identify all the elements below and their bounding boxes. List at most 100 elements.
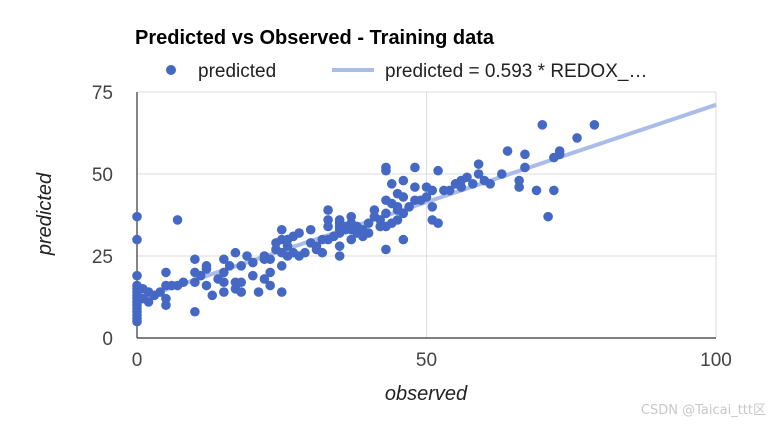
data-point [190,277,200,288]
data-point [132,270,142,281]
data-point [305,224,316,235]
tick-labels: 0 25 50 75 0 50 100 [92,83,732,371]
data-point [132,211,142,222]
legend-label-trendline: predicted = 0.593 * REDOX_… [385,61,647,82]
data-point [381,208,391,219]
data-point [369,205,380,215]
data-point [265,280,275,291]
data-point [300,247,310,258]
data-point [398,208,409,219]
y-tick-label: 75 [92,83,113,104]
data-point [363,218,374,228]
data-point [253,287,264,297]
data-point [190,306,200,317]
data-point [207,290,218,301]
data-point [456,182,467,192]
data-point [323,205,333,215]
data-point [346,234,357,245]
data-point [265,267,275,278]
chart-title: Predicted vs Observed - Training data [135,27,495,49]
data-point [502,146,513,156]
data-point [520,162,530,173]
data-point [410,162,420,173]
data-point [132,234,142,245]
data-point [404,202,414,212]
data-point [554,146,565,156]
legend: predicted predicted = 0.593 * REDOX_… [166,61,647,82]
data-point [514,175,524,186]
legend-marker-predicted [166,65,176,75]
data-point [572,133,582,143]
data-point [242,251,252,261]
data-point [219,277,229,288]
data-point [410,182,420,192]
data-point [398,234,409,245]
data-point [259,274,270,284]
data-point [496,169,507,179]
data-points [132,120,600,327]
data-point [161,293,171,304]
data-point [520,149,530,160]
data-point [265,254,275,265]
data-point [363,228,374,238]
data-point [155,287,165,297]
data-point [317,247,328,258]
data-point [427,202,438,212]
data-point [201,280,212,291]
data-point [201,261,212,271]
data-point [531,185,542,196]
data-point [132,316,142,327]
data-point [219,267,229,278]
data-point [282,241,293,251]
data-point [323,221,333,232]
data-point [381,244,391,255]
data-point [543,211,553,222]
data-point [323,215,333,225]
data-point [219,254,229,265]
data-point [375,215,385,225]
data-point [236,287,247,297]
data-point [248,270,258,281]
data-point [161,267,171,278]
data-point [334,215,345,225]
data-point [427,185,438,196]
data-point [433,165,443,176]
data-point [143,297,154,307]
data-point [392,202,403,212]
data-point [294,228,304,238]
data-point [392,215,403,225]
data-point [236,261,247,271]
data-point [537,120,548,130]
data-point [421,192,432,202]
data-point [473,159,484,169]
data-point [398,192,409,202]
data-point [398,175,409,186]
data-point [276,287,287,297]
y-tick-label: 50 [92,165,113,186]
data-point [236,277,247,288]
data-point [248,257,258,268]
data-point [276,261,287,271]
data-point [334,251,345,261]
data-point [433,218,443,228]
data-point [589,120,600,130]
data-point [381,162,391,173]
data-point [230,247,241,258]
data-point [224,261,235,271]
data-point [485,179,495,189]
data-point [161,300,171,311]
data-point [190,254,200,265]
data-point [468,179,478,189]
y-axis-label: predicted [34,172,56,256]
y-tick-label: 0 [102,329,113,350]
data-point [334,241,345,251]
data-point [386,179,397,189]
data-point [514,182,524,192]
data-point [195,270,206,281]
x-axis-label: observed [385,383,468,405]
data-point [219,287,229,297]
data-point [444,185,455,196]
data-point [462,172,472,183]
data-point [172,215,183,225]
